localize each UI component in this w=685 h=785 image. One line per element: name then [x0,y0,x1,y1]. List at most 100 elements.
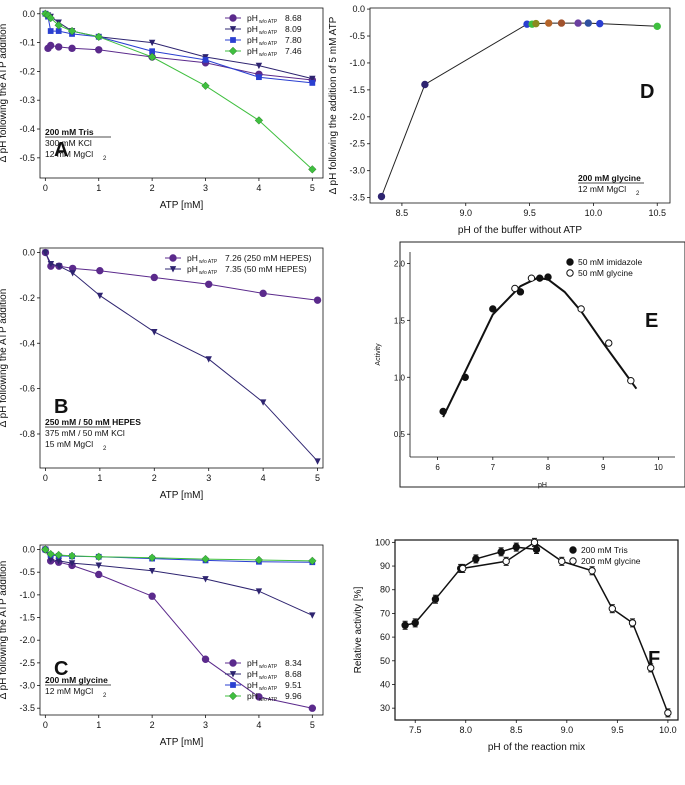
data-point-circle [653,22,661,31]
legend-label: 200 mM glycine [581,556,641,566]
data-point-diamond [308,556,317,566]
data-point-circle-open [647,664,655,672]
legend-prefix: pH [247,46,258,56]
legend-prefix: pH [187,253,198,263]
legend-marker [230,37,236,43]
annotation-line: 12 mM MgCl [578,184,626,194]
y-tick-label: -3.5 [19,703,35,713]
x-tick-label: 5 [310,720,315,730]
annotation-buffer: 200 mM Tris [45,127,94,137]
y-axis-label: Δ pH following the addition of 5 mM ATP [328,16,339,194]
data-point-triangle [148,39,156,47]
data-point-diamond [254,555,264,565]
legend-subscript: w/o ATP [259,30,278,36]
data-point-square [309,80,316,86]
data-point-triangle [259,399,267,406]
x-tick-label: 4 [261,473,266,483]
data-point-circle [421,80,429,89]
x-tick-label: 8.0 [459,725,472,735]
legend-subscript: w/o ATP [259,19,278,25]
annotation-line: 375 mM / 50 mM KCl [45,428,125,438]
x-tick-label: 9 [601,463,606,472]
legend-subscript: w/o ATP [199,270,218,276]
legend: pH w/o ATP 7.26 (250 mM HEPES)pH w/o ATP 7.3… [165,253,312,276]
x-tick-label: 4 [256,183,261,193]
series-1 [42,546,316,619]
data-point-circle-filled [544,273,552,281]
y-tick-label: -1.0 [349,58,365,68]
series-3 [41,545,317,566]
data-point-circle-open [577,305,585,313]
data-point-circle-filled [489,305,497,313]
data-point-triangle [47,556,54,564]
legend-marker [169,266,177,273]
x-tick-label: 2 [150,720,155,730]
legend-label: 50 mM imidazole [578,257,643,267]
series-1 [511,274,635,385]
data-point-diamond [67,551,77,561]
data-point-circle [95,46,103,54]
legend-subscript: w/o ATP [199,259,218,265]
x-axis-label: ATP [mM] [160,737,204,748]
series-0 [44,41,317,84]
y-tick-label: -3.0 [19,681,35,691]
y-axis-label: Relative activity [%] [353,586,364,673]
x-tick-label: 10.0 [659,725,677,735]
legend-marker [229,14,237,22]
legend-subscript: w/o ATP [259,41,278,47]
data-point-triangle [148,567,156,575]
annotation-line: 12 mM MgCl [45,149,93,159]
data-point-diamond [201,81,210,90]
data-point-circle [545,19,553,27]
x-tick-label: 3 [206,473,211,483]
y-tick-label: -0.5 [349,31,365,41]
data-point-circle-filled [411,619,419,627]
x-tick-label: 9.0 [561,725,574,735]
y-tick-label: -1.5 [19,613,35,623]
data-point-circle [532,19,540,28]
legend-label: 50 mM glycine [578,268,633,278]
data-point-triangle [309,75,316,83]
data-point-circle [46,41,55,50]
data-point-circle-open [530,538,539,547]
y-tick-label: 0.0 [22,545,35,555]
data-point-triangle [96,292,104,300]
data-point-triangle [255,588,263,595]
legend-marker [228,691,238,701]
x-tick-label: 5 [310,183,315,193]
data-point-circle-filled [401,621,409,629]
y-tick-label: -0.3 [19,95,35,105]
legend-prefix: pH [247,691,258,701]
legend-prefix: pH [247,35,258,45]
y-tick-label: 0.5 [394,430,406,439]
y-tick-label: 100 [375,537,390,547]
x-tick-label: 7 [491,463,496,472]
panel-C: 0 1 2 3 4 5 0.0 -0.5 -1.0 -1.5 -2.0 -2.5 -3.0 -3.5 ATP… [0,545,324,748]
plot-frame [369,7,671,204]
data-point-circle-open [558,557,566,566]
data-point-triangle [309,612,316,619]
data-point-diamond [67,26,77,36]
x-tick-label: 3 [203,183,208,193]
annotation-subscript: 2 [636,191,640,197]
legend-marker [566,269,574,277]
legend-label: 7.35 (50 mM HEPES) [225,264,307,274]
x-tick-label: 1 [97,473,102,483]
y-axis-label: Activity [375,343,382,366]
y-tick-label: -3.5 [349,193,365,203]
data-point-circle-open [664,709,672,717]
x-tick-label: 10.5 [648,208,666,218]
x-tick-label: 10 [654,463,663,472]
data-point-circle-filled [497,548,505,556]
y-tick-label: -0.4 [19,124,35,134]
y-tick-label: 30 [380,703,390,713]
y-axis-label: Δ pH following the ATP addition [0,561,9,700]
data-point-circle [255,693,263,701]
x-axis-label: ATP [mM] [160,200,204,211]
legend-prefix: pH [247,680,258,690]
